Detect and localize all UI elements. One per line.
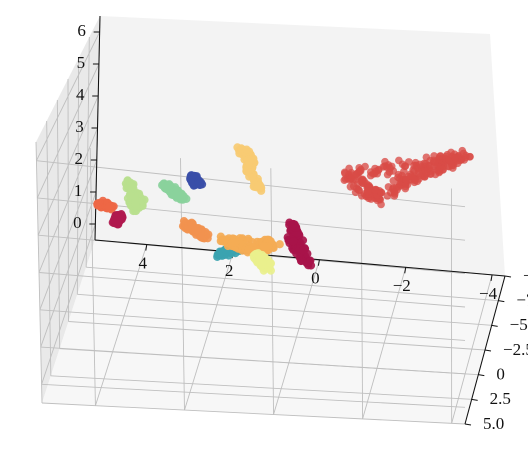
data-point-638 [346, 183, 355, 191]
floor-grid-y-1 [50, 375, 472, 400]
data-point-472 [131, 198, 140, 207]
floor-grid-y-3 [68, 321, 486, 351]
data-point-636 [353, 184, 361, 193]
left-grid-z-5 [36, 63, 100, 199]
y-axis-tick-0 [464, 423, 472, 426]
data-point-473 [126, 191, 135, 200]
x-axis-tick-2 [317, 259, 320, 266]
data-point-670 [357, 176, 366, 184]
axis-panes [36, 16, 505, 424]
data-point-391 [172, 188, 182, 198]
y-tick-label-1: 2.5 [490, 389, 511, 408]
y-tick-label-2: 0 [496, 365, 505, 384]
data-point-475 [128, 182, 137, 191]
data-point-682 [341, 169, 349, 178]
y-tick-label-0: 5.0 [483, 414, 504, 433]
data-point-625 [116, 215, 126, 224]
floor-grid-y-4 [77, 293, 492, 326]
floor-grid-y-5 [86, 266, 499, 302]
data-point-25 [254, 181, 264, 190]
left-grid-z-1 [40, 191, 97, 348]
z-tick-label-1: 1 [74, 181, 83, 200]
x-tick-label-4: −4 [479, 284, 498, 303]
data-point-632 [371, 185, 379, 194]
z-tick-label-2: 2 [75, 149, 84, 168]
y-axis-tick-6 [504, 275, 512, 278]
back-grid-z-2 [39, 309, 466, 341]
data-point-1042 [430, 158, 439, 166]
z-tick-label-0: 0 [73, 213, 82, 232]
x-axis-tick-3 [404, 267, 407, 274]
data-point-754 [402, 176, 410, 184]
back-grid-z-3 [38, 272, 466, 308]
data-point-838 [275, 240, 284, 249]
data-point-1085 [306, 256, 315, 265]
left-grid-z-0 [41, 223, 96, 385]
left-grid-z-4 [37, 95, 99, 236]
y-axis-tick-4 [491, 324, 498, 327]
data-point-1123 [298, 245, 307, 255]
data-point-1155 [458, 146, 467, 155]
data-point-960 [266, 259, 276, 268]
y-axis-tick-3 [484, 349, 492, 352]
data-point-646 [377, 188, 386, 197]
data-point-631 [110, 215, 119, 224]
data-point-913 [387, 162, 396, 171]
data-point-966 [405, 158, 413, 166]
y-tick-label-6: −10.0 [523, 266, 528, 285]
left-grid-z-2 [39, 159, 98, 310]
back-grid-z-0 [41, 383, 466, 408]
data-point-733 [361, 162, 369, 171]
x-tick-label-1: 2 [225, 261, 234, 280]
y-tick-label-5: −7.5 [516, 291, 528, 310]
data-point-1131 [289, 237, 298, 246]
data-point-577 [104, 202, 114, 211]
data-point-231 [195, 179, 204, 188]
y-tick-label-4: −5.0 [510, 315, 528, 334]
data-point-113 [242, 145, 251, 154]
back-pane [95, 16, 505, 276]
data-point-1004 [415, 160, 424, 169]
z-tick-label-6: 6 [77, 21, 86, 40]
back-grid-z-1 [40, 346, 466, 375]
x-tick-label-0: 4 [139, 253, 148, 272]
data-point-382 [193, 225, 202, 235]
data-point-798 [407, 172, 416, 180]
data-point-669 [384, 183, 393, 191]
data-point-1148 [451, 153, 459, 162]
z-tick-label-3: 3 [75, 117, 84, 136]
data-point-1027 [422, 153, 431, 162]
y-tick-label-3: −2.5 [503, 340, 528, 359]
data-point-331 [160, 183, 169, 192]
scatter-points [93, 143, 474, 275]
data-point-782 [371, 164, 379, 173]
floor-grid-y-0 [41, 402, 466, 425]
left-grid-z-3 [38, 127, 98, 273]
data-point-871 [381, 157, 389, 166]
data-point-1151 [289, 219, 298, 229]
data-point-691 [345, 164, 353, 173]
x-axis-tick-4 [490, 274, 493, 281]
data-point-388 [204, 230, 213, 239]
data-point-1114 [445, 155, 453, 164]
y-axis-tick-5 [498, 300, 505, 303]
data-point-867 [259, 241, 269, 251]
floor-pane [42, 240, 505, 424]
z-tick-label-4: 4 [76, 85, 85, 104]
x-tick-label-3: −2 [393, 276, 411, 295]
z-tick-label-5: 5 [77, 53, 86, 72]
y-axis-tick-1 [471, 398, 478, 401]
tick-labels: 4 2 0 −2 −4 5.0 2.5 0 −2.5 −5.0 −7.5 −10.0 0 1 2 3 4 5 6 [73, 21, 528, 433]
x-axis-tick-0 [145, 244, 148, 251]
x-tick-label-2: 0 [311, 269, 320, 288]
data-point-643 [363, 187, 372, 195]
left-grid-z-6 [36, 31, 101, 161]
y-axis-tick-2 [478, 374, 485, 377]
